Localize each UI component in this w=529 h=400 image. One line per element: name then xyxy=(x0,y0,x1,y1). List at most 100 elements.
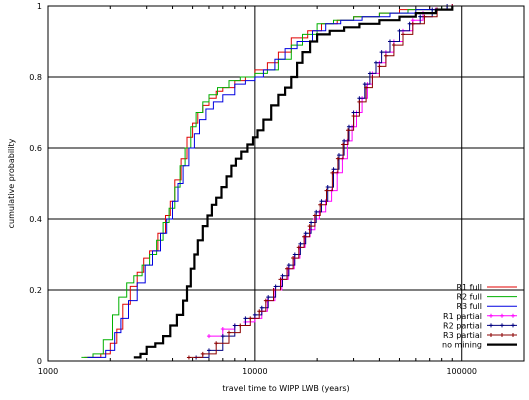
legend-label-r3-full: R3 full xyxy=(456,302,482,311)
data-point-r2-partial xyxy=(357,96,362,101)
data-point-r3-partial xyxy=(357,99,362,104)
data-point-r3-partial xyxy=(307,224,312,229)
data-point-r2-partial xyxy=(430,7,435,12)
data-point-r3-partial xyxy=(324,188,329,193)
data-point-r3-partial xyxy=(391,43,396,48)
data-point-r2-partial xyxy=(387,39,392,44)
data-point-r3-partial xyxy=(186,355,191,360)
data-point-r3-partial xyxy=(346,128,351,133)
data-point-r3-partial xyxy=(302,234,307,239)
data-point-r3-partial xyxy=(364,85,369,90)
x-tick-label: 10000 xyxy=(242,367,267,376)
series-line-r3-partial xyxy=(188,6,453,358)
data-point-r2-partial xyxy=(373,60,378,65)
data-point-r2-partial xyxy=(286,263,291,268)
data-point-r3-partial xyxy=(341,142,346,147)
y-axis-label: cumulative probability xyxy=(7,138,16,228)
data-point-r3-partial xyxy=(383,53,388,58)
data-point-r3-partial xyxy=(284,266,289,271)
data-point-r3-partial xyxy=(335,156,340,161)
data-point-r3-partial xyxy=(271,288,276,292)
data-point-r2-partial xyxy=(336,153,341,158)
data-point-r2-partial xyxy=(266,295,271,300)
data-point-r2-partial xyxy=(319,199,324,204)
data-point-r2-partial xyxy=(259,305,264,310)
y-tick-label: 0.4 xyxy=(29,215,42,224)
data-point-r1-partial xyxy=(410,18,415,23)
legend-marker-r1-partial xyxy=(489,313,493,318)
data-point-r3-partial xyxy=(400,32,405,37)
data-point-r1-partial xyxy=(220,327,225,332)
data-point-r2-partial xyxy=(397,28,402,33)
plot-frame xyxy=(47,5,525,362)
data-point-r3-partial xyxy=(248,316,253,321)
legend-marker-r2-partial xyxy=(511,323,515,328)
legend-marker-r3-partial xyxy=(489,333,493,337)
y-tick-label: 1 xyxy=(37,2,42,11)
legend-label-r2-full: R2 full xyxy=(456,293,482,302)
data-point-r2-partial xyxy=(351,110,356,115)
data-point-r3-partial xyxy=(370,75,375,79)
data-point-r3-partial xyxy=(227,330,232,335)
data-point-r2-partial xyxy=(314,209,319,214)
data-point-r2-partial xyxy=(298,241,303,246)
legend-marker-r3-partial xyxy=(511,333,515,337)
data-point-r2-partial xyxy=(220,334,225,339)
axis-ticks: 0 0.2 0.4 0.6 0.8 1 1000 10000 100000 xyxy=(29,2,477,376)
data-point-r2-partial xyxy=(325,185,330,190)
data-point-r3-partial xyxy=(422,14,427,19)
data-point-r3-partial xyxy=(351,114,356,119)
series-line-r3-full xyxy=(87,6,448,358)
data-point-r2-partial xyxy=(346,124,351,129)
data-point-r2-partial xyxy=(303,231,308,236)
data-point-r3-partial xyxy=(238,323,243,328)
y-tick-label: 0.8 xyxy=(29,73,42,82)
legend-marker-r1-partial xyxy=(511,313,515,318)
data-point-r2-partial xyxy=(206,348,211,353)
x-tick-label: 100000 xyxy=(446,367,477,376)
legend-marker-r1-partial xyxy=(500,313,504,318)
series-line-no-mining xyxy=(133,6,454,359)
y-tick-label: 0.2 xyxy=(29,286,42,295)
legend-marker-r2-partial xyxy=(489,323,493,328)
data-point-r3-partial xyxy=(330,170,335,175)
data-point-r1-partial xyxy=(206,334,211,339)
data-point-r2-partial xyxy=(342,138,347,143)
data-point-r3-partial xyxy=(214,341,219,346)
x-tick-label: 1000 xyxy=(38,367,58,376)
data-point-r2-partial xyxy=(232,323,237,328)
data-point-r2-partial xyxy=(309,220,314,225)
data-point-r2-partial xyxy=(292,252,297,257)
legend-marker-r3-partial xyxy=(500,333,504,337)
legend-label-r1-full: R1 full xyxy=(456,283,482,292)
data-point-r3-partial xyxy=(377,64,382,69)
x-axis-label: travel time to WIPP LWB (years) xyxy=(222,384,349,393)
data-point-r2-partial xyxy=(367,71,372,76)
series-layer xyxy=(81,4,455,360)
legend-label-no-mining: no mining xyxy=(442,341,482,350)
series-line-r2-partial xyxy=(196,6,448,358)
data-point-r2-partial xyxy=(273,284,278,289)
y-tick-label: 0 xyxy=(37,357,42,366)
data-point-r3-partial xyxy=(296,245,301,250)
data-point-r2-partial xyxy=(280,273,285,278)
data-point-r2-partial xyxy=(379,50,384,55)
data-point-r3-partial xyxy=(278,277,283,282)
data-point-r2-partial xyxy=(252,312,257,317)
data-point-r2-partial xyxy=(418,14,423,19)
legend-marker-r2-partial xyxy=(500,323,504,328)
legend-label-r3-partial: R3 partial xyxy=(443,331,482,340)
legend-label-r2-partial: R2 partial xyxy=(443,321,482,330)
data-point-r3-partial xyxy=(291,256,296,261)
data-point-r3-partial xyxy=(410,21,415,26)
data-point-r3-partial xyxy=(200,351,205,356)
data-point-r3-partial xyxy=(312,213,317,218)
data-point-r3-partial xyxy=(263,298,268,303)
data-point-r2-partial xyxy=(243,316,248,321)
grid-lines xyxy=(48,6,524,361)
data-point-r2-partial xyxy=(331,167,336,172)
legend-label-r1-partial: R1 partial xyxy=(443,312,482,321)
data-point-r3-partial xyxy=(318,202,323,207)
